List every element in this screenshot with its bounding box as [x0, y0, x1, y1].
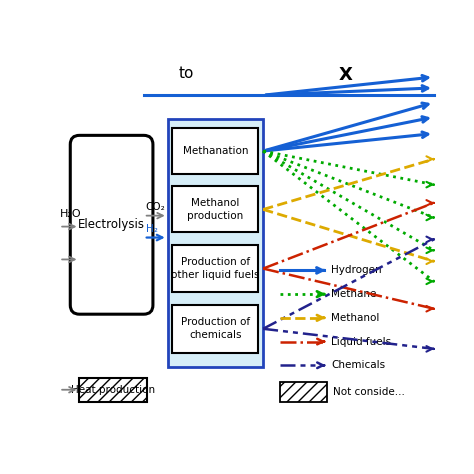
Text: Electrolysis: Electrolysis — [78, 218, 145, 231]
Text: X: X — [339, 66, 353, 84]
Bar — [168, 119, 263, 367]
Bar — [173, 305, 258, 353]
Text: Not conside...: Not conside... — [333, 387, 405, 397]
Text: Methanol
production: Methanol production — [187, 198, 244, 221]
Text: Production of
other liquid fuels: Production of other liquid fuels — [171, 257, 260, 280]
Text: H₂: H₂ — [146, 224, 157, 234]
Bar — [173, 245, 258, 292]
Text: Methanation: Methanation — [182, 146, 248, 156]
Text: Methanol: Methanol — [331, 313, 380, 323]
Text: Production of
chemicals: Production of chemicals — [181, 317, 250, 340]
Text: CO₂: CO₂ — [146, 202, 165, 212]
FancyBboxPatch shape — [70, 136, 153, 314]
Text: to: to — [178, 66, 194, 81]
Text: H₂O: H₂O — [60, 210, 82, 219]
Bar — [173, 128, 258, 173]
Text: Liquid fuels: Liquid fuels — [331, 337, 391, 346]
Text: Hydrogen: Hydrogen — [331, 265, 382, 275]
Bar — [280, 382, 328, 402]
Text: Chemicals: Chemicals — [331, 360, 385, 370]
Text: Heat production: Heat production — [72, 385, 155, 395]
Text: Methane: Methane — [331, 289, 376, 299]
Bar — [80, 378, 147, 402]
Bar — [173, 186, 258, 232]
